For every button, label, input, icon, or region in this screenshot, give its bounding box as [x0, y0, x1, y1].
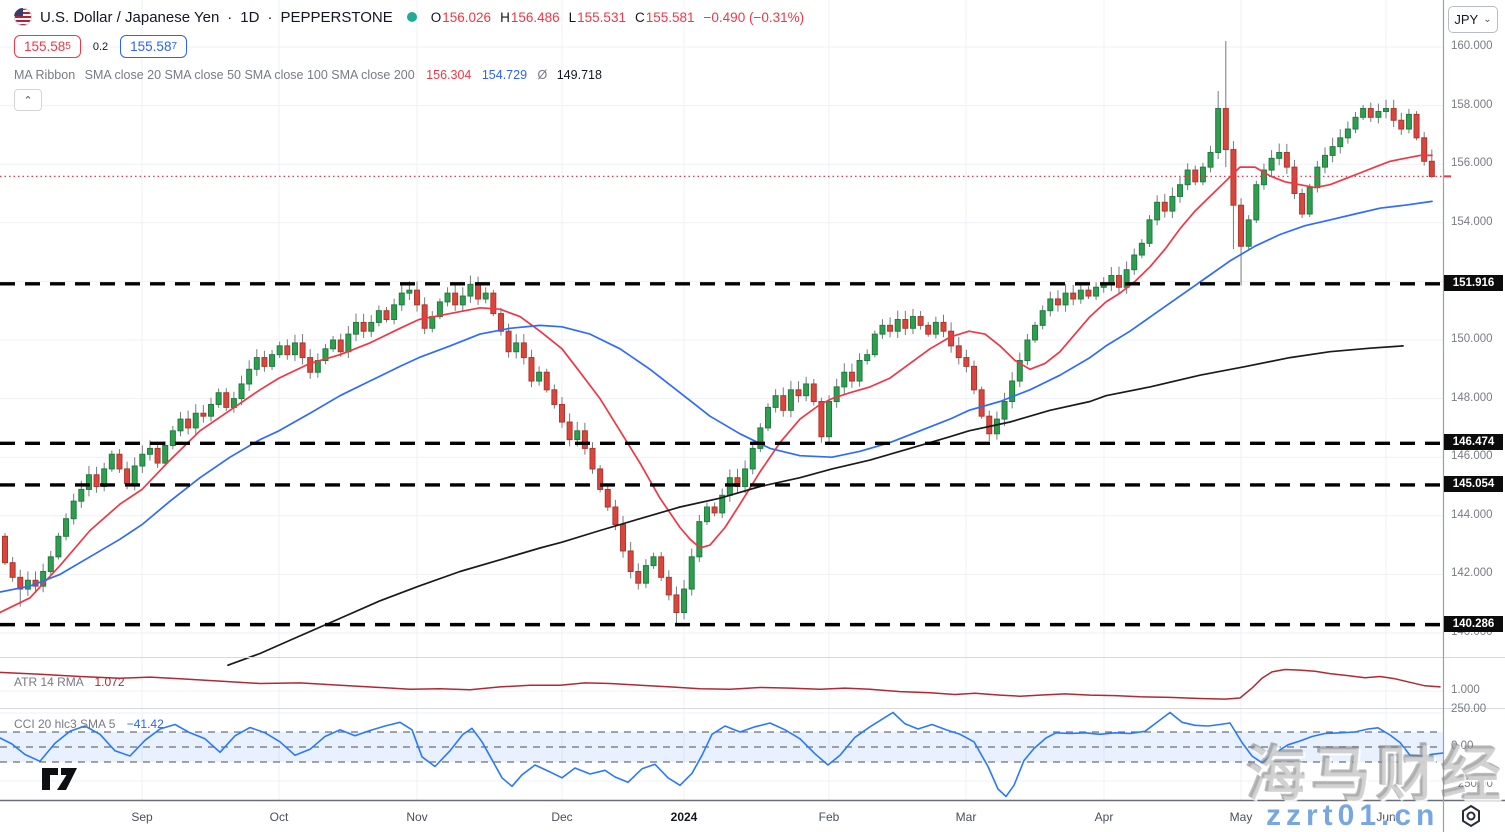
- symbol-row[interactable]: U.S. Dollar / Japanese Yen · 1D · PEPPER…: [14, 8, 804, 26]
- sma20-value: 156.304: [426, 68, 472, 82]
- quote-row: 155.585 0.2 155.587: [14, 35, 188, 58]
- symbol-title: U.S. Dollar / Japanese Yen: [40, 8, 220, 26]
- sma200-value: 149.718: [556, 68, 602, 82]
- candlestick-series: [2, 41, 1435, 626]
- spread-value: 0.2: [92, 40, 109, 53]
- us-flag-icon: [14, 8, 32, 26]
- watermark-text: 海马财经: [1246, 741, 1505, 808]
- high-value: 156.486: [510, 9, 560, 25]
- sma50-line: [0, 200, 1433, 593]
- low-value: 155.531: [577, 9, 626, 25]
- open-value: 156.026: [442, 9, 492, 25]
- market-status-icon[interactable]: [406, 12, 417, 22]
- separator: ·: [227, 8, 233, 26]
- atr-pane-label[interactable]: ATR 14 RMA 1.072: [14, 675, 125, 689]
- cci-value: −41.42: [126, 717, 164, 731]
- chevron-up-icon: ⌃: [23, 94, 33, 107]
- watermark-url: zzrt01.cn: [1266, 799, 1440, 832]
- cci-line: [0, 711, 1444, 798]
- legend: U.S. Dollar / Japanese Yen · 1D · PEPPER…: [14, 8, 804, 111]
- currency-dropdown[interactable]: JPY ⌄: [1448, 6, 1498, 33]
- ma-ribbon-label: MA Ribbon: [14, 68, 76, 82]
- separator: ·: [267, 8, 273, 26]
- currency-label: JPY: [1454, 12, 1479, 27]
- broker-label: PEPPERSTONE: [280, 8, 393, 26]
- sma200-line: [227, 345, 1404, 667]
- close-value: 155.581: [645, 9, 695, 25]
- atr-label: ATR 14 RMA: [14, 675, 84, 689]
- interval-label[interactable]: 1D: [240, 8, 260, 26]
- axis-settings-gear-icon[interactable]: [1459, 804, 1483, 832]
- sma100-hidden-icon: Ø: [537, 68, 548, 82]
- change-value: −0.490 (−0.31%): [703, 9, 805, 25]
- ohlc-values: O 156.026 H 156.486 L 155.531 C 155.581 −0.4…: [430, 9, 805, 25]
- sell-button[interactable]: 155.585: [14, 35, 81, 58]
- atr-value: 1.072: [94, 675, 125, 689]
- buy-button[interactable]: 155.587: [120, 35, 188, 58]
- cci-pane-label[interactable]: CCI 20 hlc3 SMA 5 −41.42: [14, 717, 164, 731]
- cci-label: CCI 20 hlc3 SMA 5: [14, 717, 116, 731]
- collapse-legend-button[interactable]: ⌃: [14, 89, 42, 111]
- ma-ribbon-row[interactable]: MA Ribbon SMA close 20 SMA close 50 SMA …: [14, 68, 602, 82]
- chevron-down-icon: ⌄: [1483, 14, 1492, 25]
- tradingview-logo-icon[interactable]: [40, 764, 86, 799]
- atr-line: [0, 668, 1441, 700]
- sma50-value: 154.729: [481, 68, 528, 82]
- sma20-line: [0, 154, 1433, 614]
- ma-ribbon-params: SMA close 20 SMA close 50 SMA close 100 …: [84, 68, 415, 82]
